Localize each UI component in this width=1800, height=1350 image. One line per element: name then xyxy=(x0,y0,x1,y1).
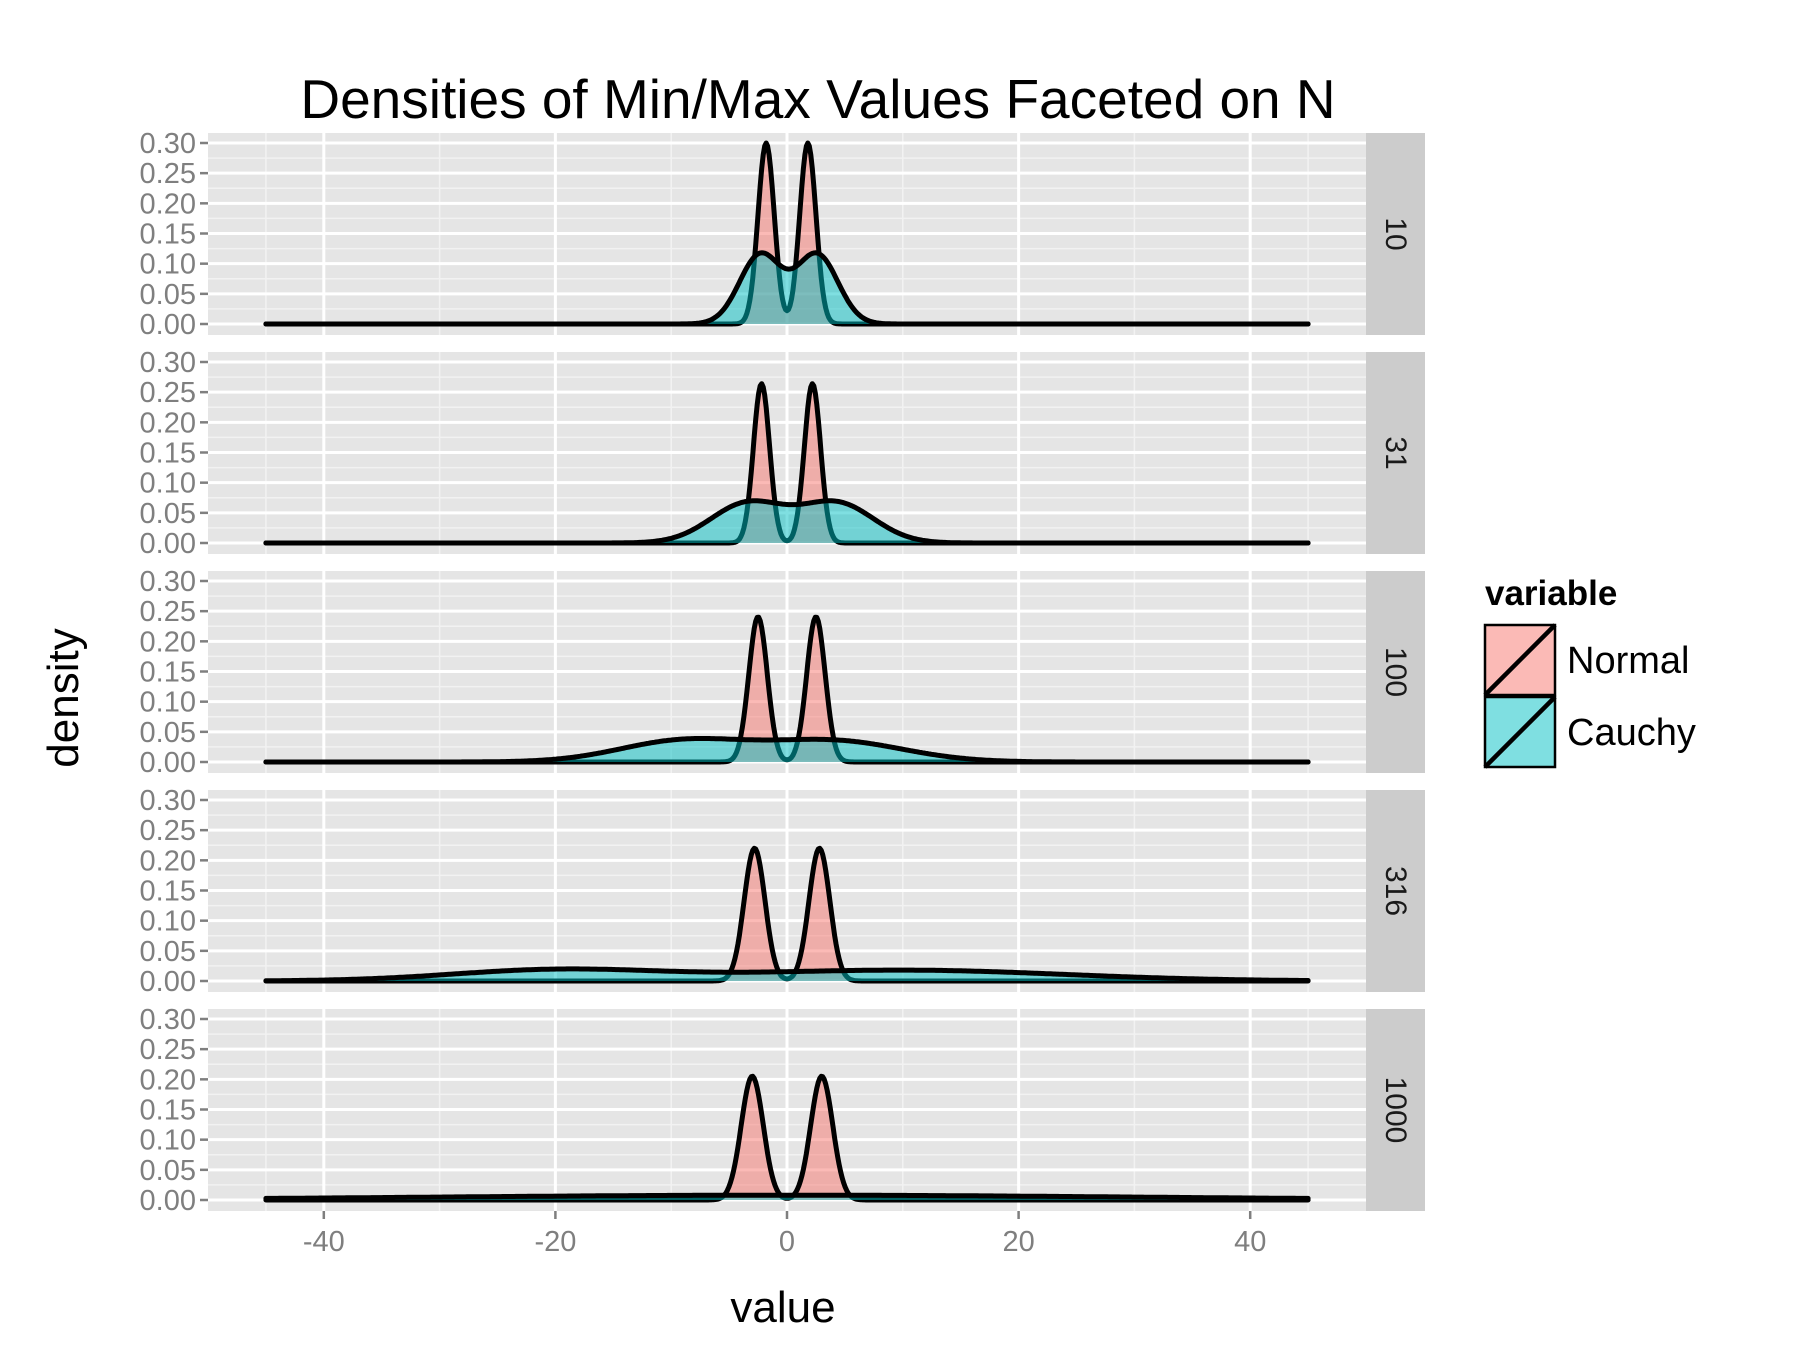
y-tick-label: 0.05 xyxy=(140,498,196,530)
facet-strip xyxy=(1366,571,1425,773)
y-tick-label: 0.05 xyxy=(140,279,196,311)
legend-key-slash xyxy=(1483,623,1557,697)
cauchy-density-line xyxy=(263,966,1311,984)
y-tick-label: 0.20 xyxy=(140,407,196,439)
y-tick-label: 0.10 xyxy=(140,249,196,281)
y-tick-label: 0.20 xyxy=(140,188,196,220)
x-tick-label: -40 xyxy=(303,1226,345,1258)
y-tick-label: 0.15 xyxy=(140,438,196,470)
y-tick-label: 0.25 xyxy=(140,815,196,847)
y-tick-label: 0.00 xyxy=(140,966,196,998)
facet-strip xyxy=(1366,1009,1425,1211)
y-tick-label: 0.30 xyxy=(140,785,196,817)
y-tick-label: 0.00 xyxy=(140,528,196,560)
y-tick-label: 0.25 xyxy=(140,158,196,190)
legend-title: variable xyxy=(1485,574,1617,613)
cauchy-density-area xyxy=(265,500,1309,543)
y-axis: 0.000.050.100.150.200.250.30 xyxy=(140,1004,208,1217)
x-tick-label: -20 xyxy=(534,1226,576,1258)
y-tick-label: 0.25 xyxy=(140,1034,196,1066)
y-tick-label: 0.20 xyxy=(140,626,196,658)
facet-strip xyxy=(1366,352,1425,554)
y-tick-label: 0.05 xyxy=(140,717,196,749)
facet-panel-31: 0.000.050.100.150.200.250.30 31 xyxy=(140,347,1425,560)
y-axis: 0.000.050.100.150.200.250.30 xyxy=(140,128,208,341)
density-curves xyxy=(263,845,1311,984)
x-tick-label: 0 xyxy=(779,1226,795,1258)
y-tick-label: 0.15 xyxy=(140,219,196,251)
cauchy-density-line xyxy=(263,250,1311,327)
facet-panel-1000: 0.000.050.100.150.200.250.30 1000 xyxy=(140,1004,1425,1217)
y-tick-label: 0.15 xyxy=(140,876,196,908)
y-tick-label: 0.10 xyxy=(140,687,196,719)
facet-strip xyxy=(1366,790,1425,992)
density-curves xyxy=(263,614,1311,765)
facet-panel-10: 0.000.050.100.150.200.250.30 10 xyxy=(140,128,1425,341)
y-tick-label: 0.00 xyxy=(140,309,196,341)
facet-strip-label: 31 xyxy=(1379,436,1412,469)
cauchy-density-line xyxy=(263,1192,1311,1201)
y-axis: 0.000.050.100.150.200.250.30 xyxy=(140,785,208,998)
facet-panel-100: 0.000.050.100.150.200.250.30 100 xyxy=(140,566,1425,779)
cauchy-density-line xyxy=(263,498,1311,546)
legend: variable Normal Cauchy xyxy=(1483,574,1696,769)
facet-strip-label: 100 xyxy=(1379,647,1412,697)
facet-strip-label: 316 xyxy=(1379,866,1412,916)
density-curves xyxy=(263,381,1311,546)
y-axis: 0.000.050.100.150.200.250.30 xyxy=(140,566,208,779)
density-curves xyxy=(263,140,1311,327)
chart-title: Densities of Min/Max Values Faceted on N xyxy=(300,68,1335,130)
legend-key-slash xyxy=(1483,695,1557,769)
y-tick-label: 0.05 xyxy=(140,936,196,968)
y-axis: 0.000.050.100.150.200.250.30 xyxy=(140,347,208,560)
cauchy-density-line xyxy=(263,736,1311,765)
x-tick-label: 40 xyxy=(1234,1226,1266,1258)
y-tick-label: 0.00 xyxy=(140,747,196,779)
major-gridlines xyxy=(208,352,1366,554)
y-tick-label: 0.10 xyxy=(140,1125,196,1157)
facet-panel-316: 0.000.050.100.150.200.250.30 316 xyxy=(140,785,1425,998)
y-tick-label: 0.20 xyxy=(140,1064,196,1096)
cauchy-legend-label: Cauchy xyxy=(1567,712,1696,754)
y-tick-label: 0.30 xyxy=(140,566,196,598)
x-axis: -40 -20 0 20 40 xyxy=(303,1211,1266,1258)
y-tick-label: 0.10 xyxy=(140,468,196,500)
facet-strip xyxy=(1366,133,1425,335)
y-tick-label: 0.20 xyxy=(140,845,196,877)
y-tick-label: 0.25 xyxy=(140,377,196,409)
x-axis-title: value xyxy=(730,1283,835,1332)
y-tick-label: 0.15 xyxy=(140,657,196,689)
facet-panels: 0.000.050.100.150.200.250.30100.000.050.… xyxy=(140,128,1425,1217)
y-tick-label: 0.05 xyxy=(140,1155,196,1187)
y-tick-label: 0.30 xyxy=(140,128,196,160)
normal-legend-label: Normal xyxy=(1567,640,1689,682)
major-gridlines xyxy=(208,571,1366,773)
density-curves xyxy=(263,1073,1311,1203)
x-tick-label: 20 xyxy=(1002,1226,1034,1258)
y-axis-title: density xyxy=(39,628,88,767)
facet-strip-label: 1000 xyxy=(1379,1077,1412,1144)
y-tick-label: 0.25 xyxy=(140,596,196,628)
cauchy-density-area xyxy=(265,252,1309,324)
y-tick-label: 0.30 xyxy=(140,347,196,379)
y-tick-label: 0.10 xyxy=(140,906,196,938)
y-tick-label: 0.15 xyxy=(140,1095,196,1127)
y-tick-label: 0.30 xyxy=(140,1004,196,1036)
y-tick-label: 0.00 xyxy=(140,1185,196,1217)
facet-strip-label: 10 xyxy=(1379,217,1412,250)
cauchy-density-area xyxy=(265,738,1309,762)
